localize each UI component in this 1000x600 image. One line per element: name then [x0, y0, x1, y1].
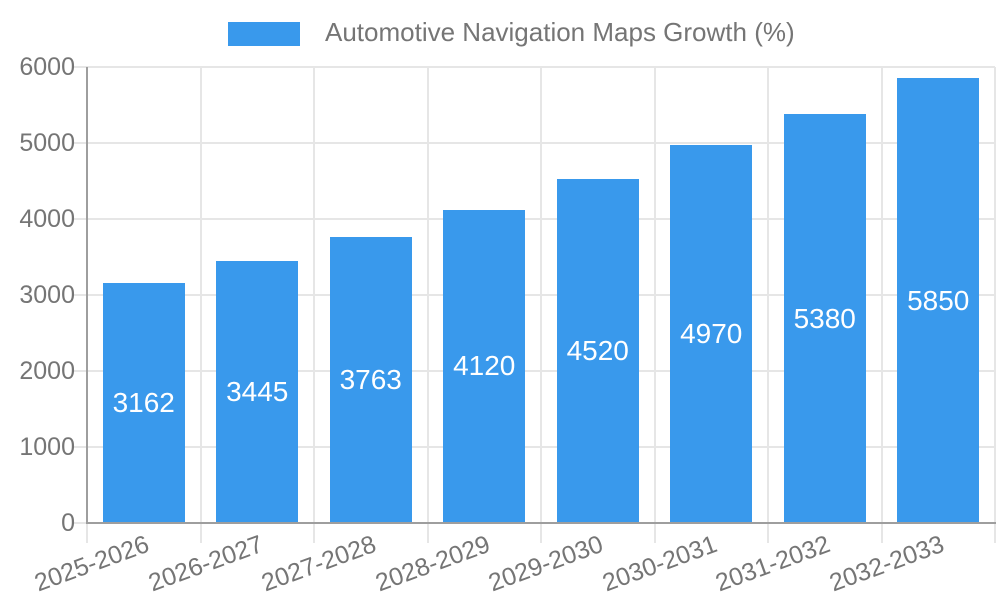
y-axis-tick	[73, 218, 87, 220]
x-axis-label: 2032-2033	[825, 530, 948, 598]
grid-line-vertical	[426, 67, 429, 523]
x-axis-tick	[880, 523, 883, 543]
bar[interactable]: 5380	[783, 114, 866, 523]
y-axis-label: 3000	[19, 281, 75, 309]
grid-line-vertical	[199, 67, 202, 523]
x-axis-tick	[199, 523, 202, 543]
x-axis-label: 2026-2027	[144, 530, 267, 598]
x-axis-tick	[313, 523, 315, 543]
grid-line-vertical	[653, 67, 656, 523]
y-axis-tick	[73, 370, 87, 372]
y-axis-tick	[73, 66, 87, 68]
x-axis-line	[86, 522, 996, 524]
x-axis-label: 2025-2026	[31, 530, 153, 598]
grid-line-vertical	[880, 67, 883, 523]
bar[interactable]: 3445	[216, 261, 299, 523]
y-axis-label: 5000	[19, 129, 75, 157]
bar[interactable]: 4970	[670, 145, 753, 523]
y-axis-label: 6000	[19, 53, 75, 81]
bar[interactable]: 5850	[897, 78, 980, 523]
legend-label: Automotive Navigation Maps Growth (%)	[325, 17, 795, 47]
y-axis-label: 4000	[19, 205, 75, 233]
y-axis-line	[86, 67, 88, 523]
x-axis-tick	[653, 523, 656, 543]
bar-value-label: 3763	[339, 363, 402, 395]
legend: Automotive Navigation Maps Growth (%)	[228, 17, 795, 48]
bar[interactable]: 4520	[556, 179, 639, 523]
x-axis-tick	[767, 523, 769, 543]
y-axis-tick	[73, 446, 87, 448]
x-axis-tick	[426, 523, 429, 543]
bar-value-label: 4970	[680, 318, 743, 350]
x-axis-label: 2031-2032	[712, 530, 834, 598]
x-axis-label: 2028-2029	[371, 530, 494, 598]
bar[interactable]: 4120	[443, 209, 526, 523]
grid-line-vertical	[540, 67, 542, 523]
grid-line-vertical	[994, 67, 996, 523]
grid-line-vertical	[313, 67, 315, 523]
y-axis-tick	[73, 522, 87, 524]
x-axis-label: 2029-2030	[485, 530, 607, 598]
bar-value-label: 3162	[112, 386, 175, 418]
y-axis-label: 0	[61, 509, 75, 537]
x-axis-tick	[994, 523, 996, 543]
bar[interactable]: 3162	[102, 282, 185, 523]
bar[interactable]: 3763	[329, 237, 412, 523]
bar-value-label: 3445	[226, 376, 289, 408]
legend-swatch	[228, 21, 300, 46]
y-axis-tick	[73, 294, 87, 296]
x-axis-tick	[86, 523, 88, 543]
bar-value-label: 5380	[793, 302, 856, 334]
grid-line-vertical	[767, 67, 769, 523]
x-axis-label: 2030-2031	[598, 530, 721, 598]
bar-value-label: 5850	[907, 284, 970, 316]
x-axis-tick	[540, 523, 542, 543]
bar-value-label: 4520	[566, 335, 629, 367]
y-axis-tick	[73, 142, 87, 144]
x-axis-label: 2027-2028	[258, 530, 380, 598]
y-axis-label: 2000	[19, 357, 75, 385]
bar-value-label: 4120	[453, 350, 516, 382]
y-axis-label: 1000	[19, 433, 75, 461]
